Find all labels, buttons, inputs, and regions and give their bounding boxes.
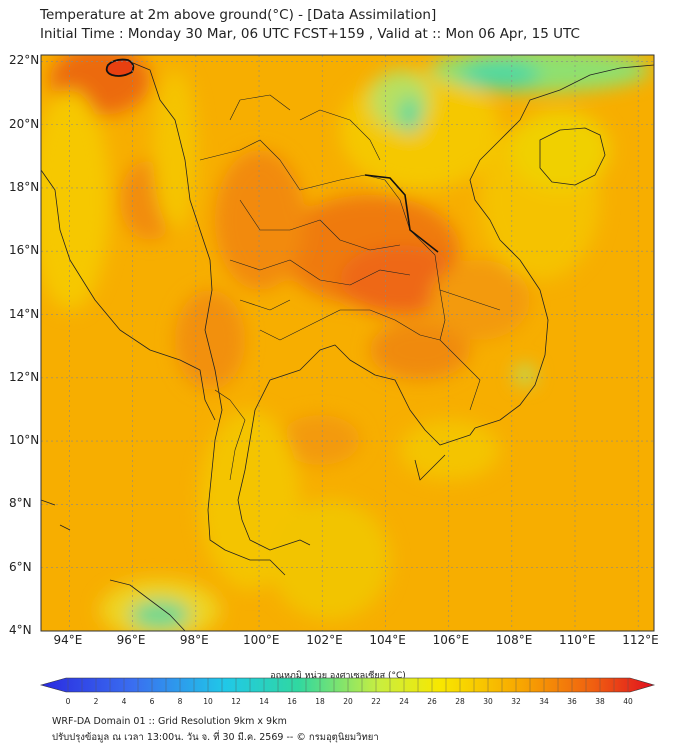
lat-label: 14°N: [9, 306, 40, 321]
colorbar-tick-label: 40: [623, 697, 633, 706]
lat-label: 22°N: [9, 53, 40, 68]
colorbar-tick-label: 26: [427, 697, 437, 706]
lon-label: 106°E: [432, 633, 470, 647]
lat-label: 20°N: [9, 116, 40, 131]
lat-label: 18°N: [9, 179, 40, 194]
colorbar-tick-label: 2: [93, 697, 99, 706]
colorbar-tick-label: 8: [177, 697, 183, 706]
temperature-field: [41, 55, 654, 631]
lon-label: 98°E: [179, 633, 209, 647]
lat-label: 10°N: [9, 433, 40, 448]
lat-label: 6°N: [9, 559, 32, 574]
lon-label: 112°E: [622, 633, 659, 647]
colorbar-tick-label: 6: [149, 697, 155, 706]
colorbar-ramp: [39, 677, 656, 693]
lon-label: 104°E: [369, 633, 406, 647]
lon-label: 96°E: [116, 633, 146, 647]
map-frame: [40, 54, 655, 632]
river-border: [364, 174, 439, 253]
coastlines: [40, 62, 655, 632]
lat-label: 12°N: [9, 369, 40, 384]
colorbar-tick-label: 4: [121, 697, 127, 706]
colorbar-tick-label: 12: [231, 697, 241, 706]
colorbar-tick-label: 22: [371, 697, 381, 706]
colorbar-tick-label: 16: [287, 697, 297, 706]
colorbar-tick-label: 32: [511, 697, 521, 706]
lon-label: 94°E: [53, 633, 83, 647]
colorbar-tick-label: 36: [567, 697, 577, 706]
lon-label: 108°E: [495, 633, 533, 647]
chart-subtitle: Initial Time : Monday 30 Mar, 06 UTC FCS…: [40, 26, 580, 42]
max-temp-contour: [105, 58, 135, 77]
colorbar-tick-label: 34: [539, 697, 549, 706]
chart-title: Temperature at 2m above ground(°C) - [Da…: [40, 7, 437, 23]
colorbar-tick-label: 24: [399, 697, 409, 706]
colorbar-tick-label: 30: [483, 697, 493, 706]
lon-label: 102°E: [306, 633, 343, 647]
footer-update-info: ปรับปรุงข้อมูล ณ เวลา 13:00น. วัน จ. ที่…: [52, 732, 379, 743]
footer-domain-info: WRF-DA Domain 01 :: Grid Resolution 9km …: [52, 716, 287, 727]
lat-label: 8°N: [9, 496, 32, 511]
lat-label: 16°N: [9, 243, 40, 258]
colorbar-tick-label: 10: [203, 697, 213, 706]
colorbar: [39, 677, 656, 693]
temperature-map: [40, 54, 655, 632]
colorbar-title: อุณหภูมิ หน่วย องศาเซลเซียส (°C): [270, 671, 406, 681]
admin-borders: [199, 94, 501, 481]
colorbar-tick-label: 14: [259, 697, 269, 706]
colorbar-tick-label: 28: [455, 697, 465, 706]
lon-label: 110°E: [559, 633, 596, 647]
lon-label: 100°E: [243, 633, 280, 647]
colorbar-tick-label: 18: [315, 697, 325, 706]
colorbar-tick-label: 20: [343, 697, 353, 706]
colorbar-tick-label: 0: [65, 697, 71, 706]
lat-label: 4°N: [9, 623, 32, 637]
colorbar-ticks: [67, 678, 629, 692]
colorbar-tick-label: 38: [595, 697, 605, 706]
